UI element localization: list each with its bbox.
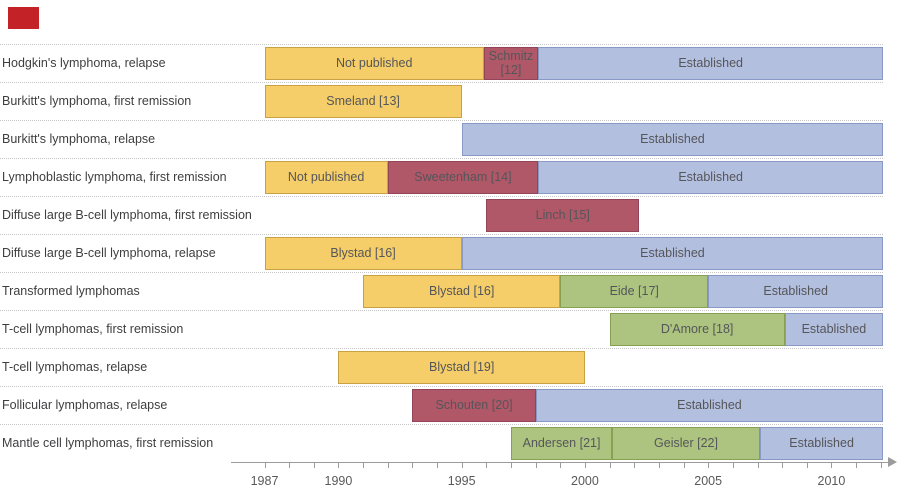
gridline — [0, 272, 883, 273]
x-axis-tick-label: 1987 — [250, 474, 279, 488]
x-axis-arrow — [888, 457, 897, 467]
row-label: Transformed lymphomas — [2, 284, 140, 298]
timeline-bar: Established — [538, 160, 884, 194]
gridline — [0, 386, 883, 387]
x-axis-tick — [757, 463, 759, 468]
x-axis-tick — [313, 463, 315, 468]
row-label: Hodgkin's lymphoma, relapse — [2, 56, 166, 70]
gridline — [0, 120, 883, 121]
x-axis-tick — [831, 463, 833, 468]
x-axis-tick — [412, 463, 414, 468]
x-axis-tick — [683, 463, 685, 468]
x-axis-tick — [363, 463, 365, 468]
x-axis-tick — [806, 463, 808, 468]
x-axis-tick — [338, 463, 340, 468]
gridline — [0, 44, 883, 45]
timeline-bar: Established — [461, 122, 884, 156]
gridline — [0, 82, 883, 83]
x-axis-tick — [511, 463, 512, 468]
gridline — [0, 234, 883, 235]
row-label: T-cell lymphomas, first remission — [2, 322, 184, 336]
timeline-bar: Geisler [22] — [612, 426, 760, 460]
x-axis-tick-label: 1995 — [447, 474, 476, 488]
x-axis-line — [231, 462, 888, 463]
timeline-bar: Established — [708, 274, 884, 308]
timeline-bar: Established — [535, 388, 884, 422]
x-axis-tick — [584, 463, 586, 468]
timeline-bar: Not published — [264, 46, 484, 80]
timeline-bar: Established — [784, 312, 884, 346]
row-label: Diffuse large B-cell lymphoma, relapse — [2, 246, 216, 260]
timeline-bar: Established — [538, 46, 884, 80]
x-axis-tick — [634, 463, 636, 468]
timeline-bar: Eide [17] — [560, 274, 709, 308]
gridline — [0, 196, 883, 197]
x-axis-tick — [609, 463, 611, 468]
x-axis-tick — [560, 463, 562, 468]
x-axis-tick — [289, 463, 291, 468]
x-axis-tick — [387, 463, 389, 468]
x-axis-tick — [708, 463, 710, 468]
timeline-bar: Linch [15] — [486, 198, 640, 232]
x-axis-tick — [535, 463, 537, 468]
x-axis-tick-label: 2005 — [694, 474, 723, 488]
timeline-bar: Established — [461, 236, 884, 270]
x-axis-tick — [880, 463, 882, 468]
gridline — [0, 348, 883, 349]
x-axis-tick-label: 2010 — [817, 474, 846, 488]
timeline-bar: Sweetenham [14] — [387, 160, 539, 194]
gridline — [0, 310, 883, 311]
row-label: Burkitt's lymphoma, relapse — [2, 132, 156, 146]
x-axis-tick — [461, 463, 463, 468]
x-axis-tick-label: 1990 — [324, 474, 353, 488]
timeline-bar: Andersen [21] — [511, 426, 613, 460]
timeline-bar: Established — [759, 426, 884, 460]
x-axis-tick — [782, 463, 784, 468]
row-label: Mantle cell lymphomas, first remission — [2, 436, 214, 450]
timeline-bar: Not published — [264, 160, 388, 194]
gridline — [0, 424, 883, 425]
timeline-bar: Blystad [16] — [363, 274, 561, 308]
row-label: Diffuse large B-cell lymphoma, first rem… — [2, 208, 252, 222]
timeline-bar: Blystad [19] — [338, 350, 585, 384]
timeline-bar: D'Amore [18] — [609, 312, 785, 346]
row-label: Follicular lymphomas, relapse — [2, 398, 168, 412]
row-label: Burkitt's lymphoma, first remission — [2, 94, 192, 108]
x-axis-tick — [732, 463, 734, 468]
row-label: Lymphoblastic lymphoma, first remission — [2, 170, 227, 184]
timeline-bar: Schmitz [12] — [483, 46, 539, 80]
gridline — [0, 158, 883, 159]
x-axis-tick — [437, 463, 439, 468]
x-axis-tick — [486, 463, 488, 468]
x-axis-tick — [856, 463, 858, 468]
red-corner-mark — [8, 7, 39, 29]
x-axis-tick — [658, 463, 660, 468]
x-axis-tick-label: 2000 — [571, 474, 599, 488]
timeline-bar: Blystad [16] — [264, 236, 462, 270]
timeline-bar: Schouten [20] — [412, 388, 536, 422]
row-label: T-cell lymphomas, relapse — [2, 360, 148, 374]
x-axis-tick — [264, 463, 266, 468]
timeline-bar: Smeland [13] — [264, 84, 462, 118]
